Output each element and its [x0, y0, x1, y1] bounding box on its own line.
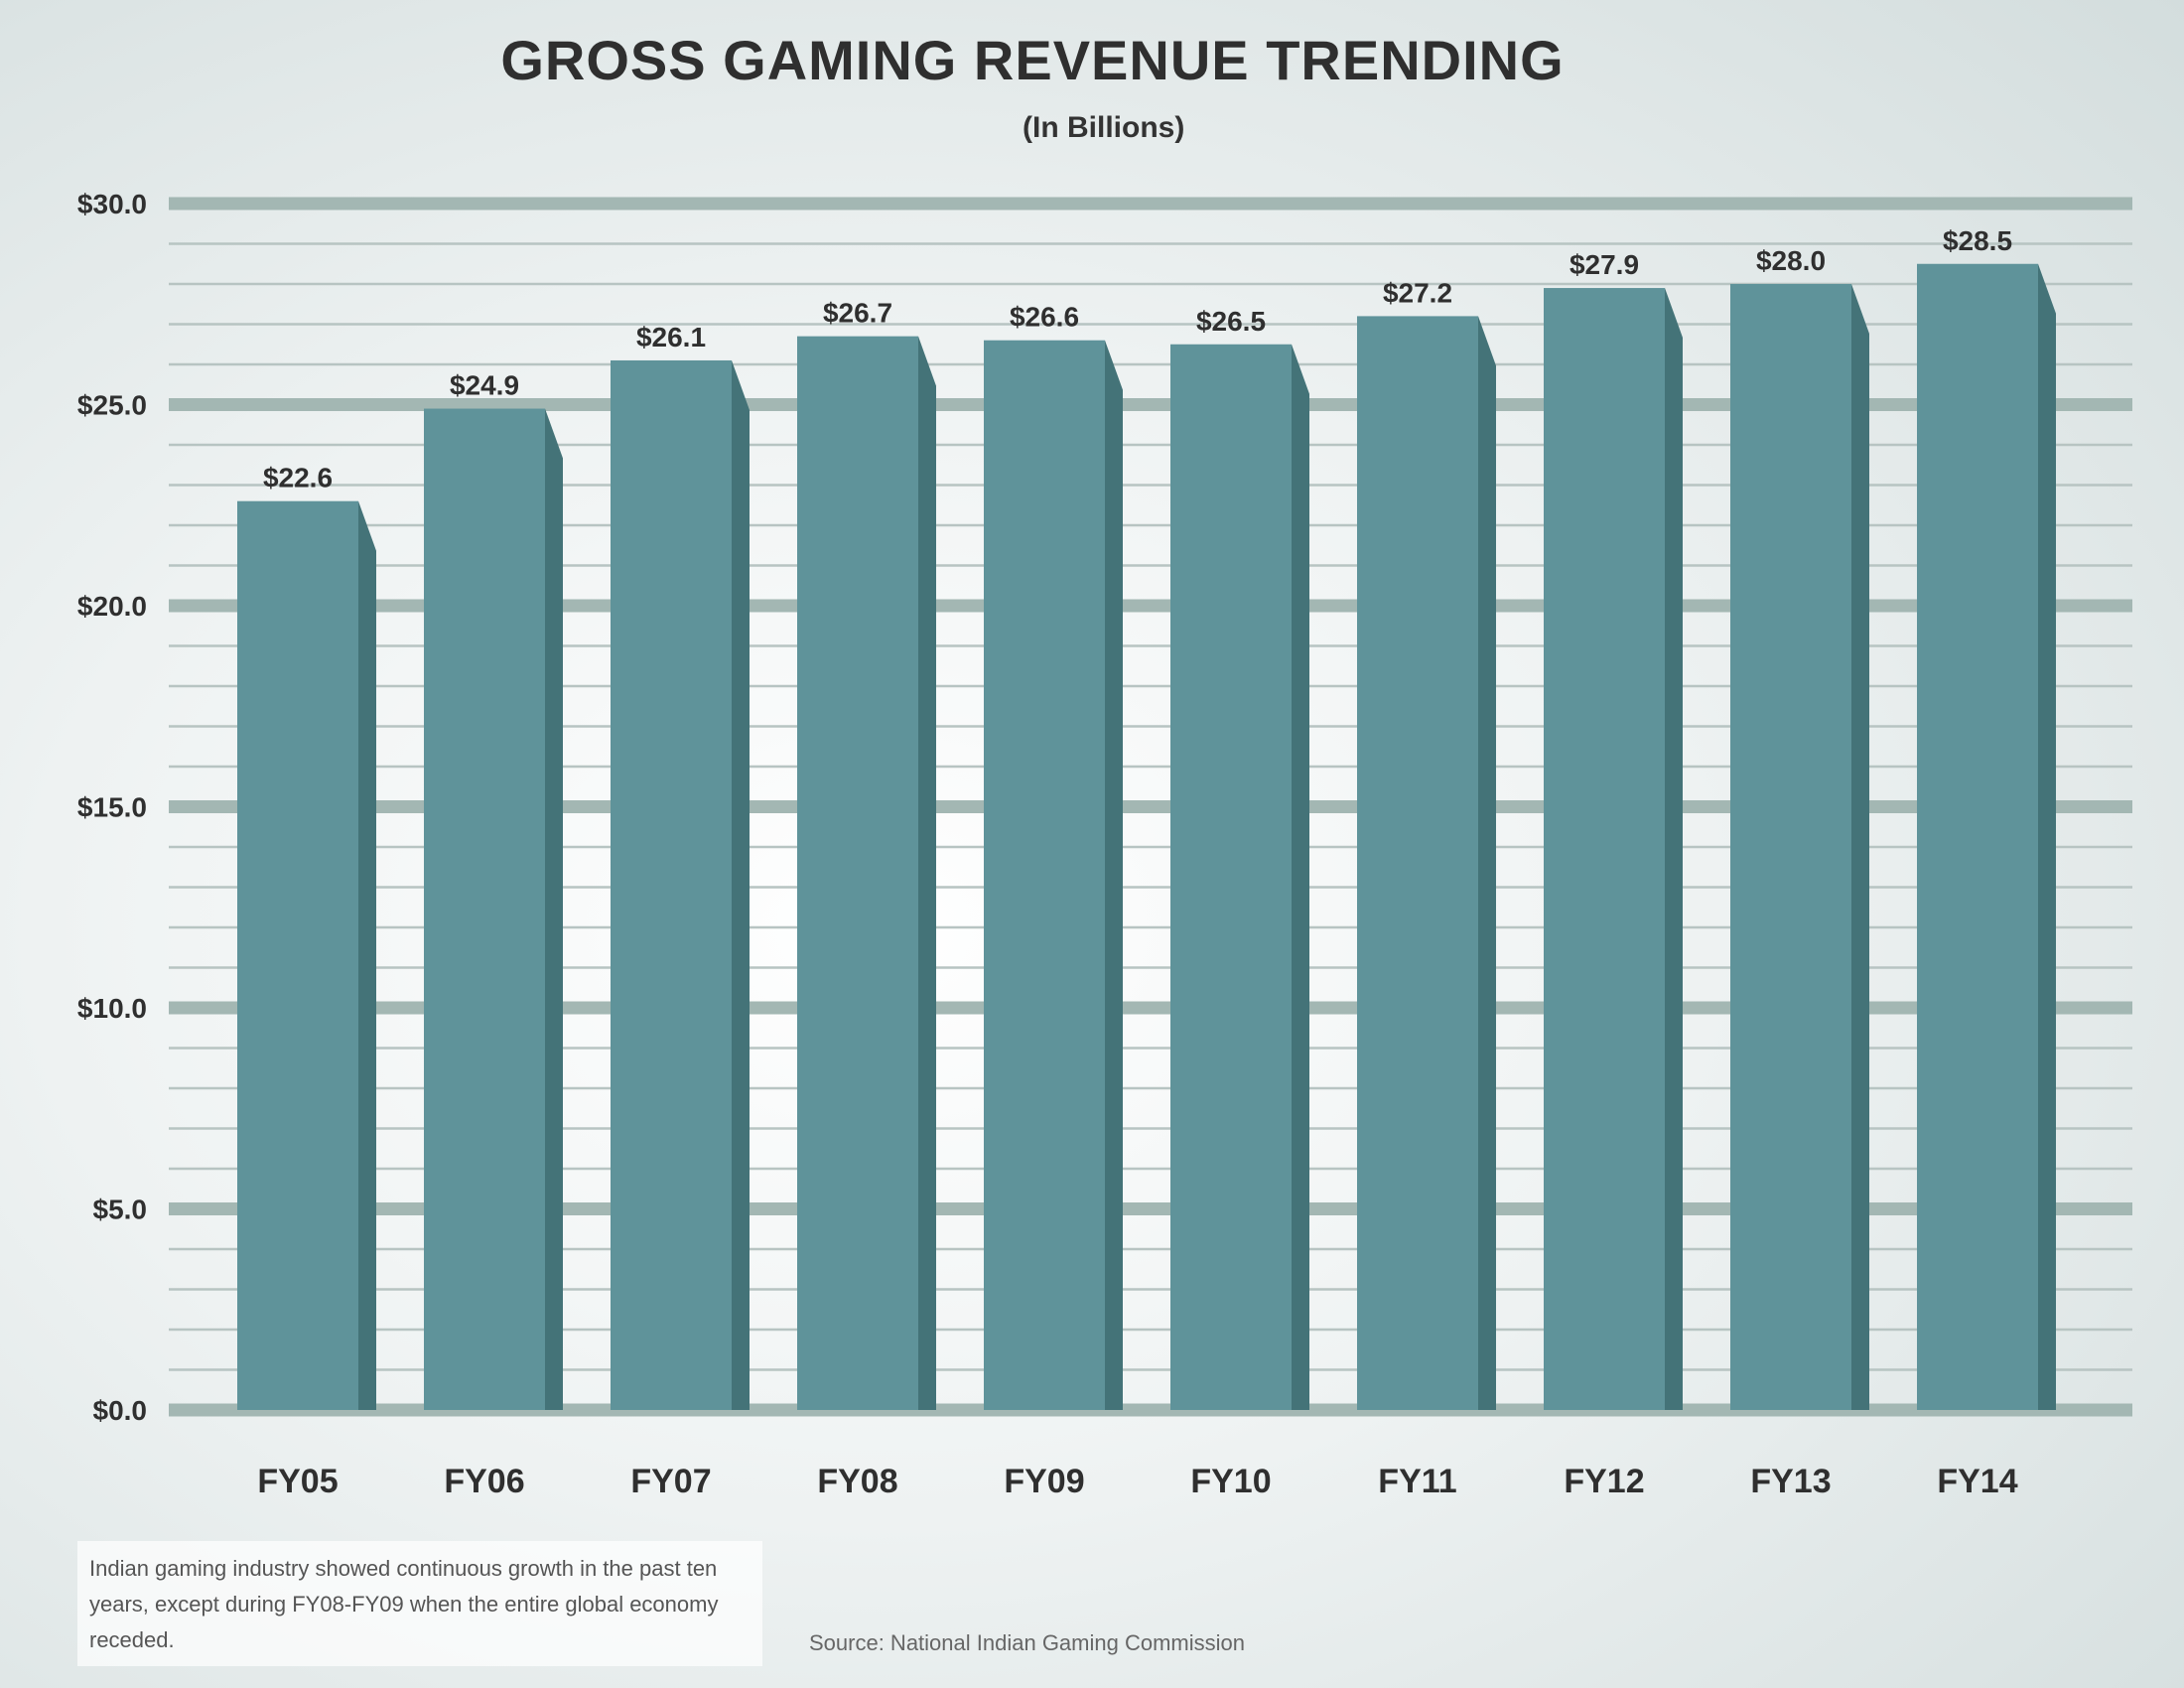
chart-subtitle: (In Billions) [1023, 111, 1185, 144]
bar [797, 336, 918, 1410]
bar [611, 359, 732, 1411]
y-tick-label: $15.0 [77, 792, 147, 823]
y-tick-label: $25.0 [77, 390, 147, 421]
x-tick-label: FY13 [1750, 1463, 1831, 1500]
bar-value-label: $28.0 [1756, 245, 1826, 276]
bar-value-label: $22.6 [263, 463, 333, 493]
bar-side [1292, 344, 1309, 1410]
bar-side [358, 500, 376, 1410]
data-labels: $22.6 $24.9 $26.1 $26.7 $26.6 $26.5 $27.2 $27.9… [263, 225, 2012, 493]
bar-side [545, 408, 563, 1410]
x-tick-label: FY07 [630, 1463, 711, 1500]
x-tick-label: FY05 [257, 1463, 338, 1500]
x-tick-label: FY08 [817, 1463, 897, 1500]
x-tick-label: FY10 [1190, 1463, 1271, 1500]
bar [1544, 288, 1665, 1410]
chart-title: GROSS GAMING REVENUE TRENDING [500, 29, 1565, 91]
bars [237, 263, 2056, 1411]
x-tick-label: FY14 [1937, 1463, 2017, 1500]
y-tick-label: $20.0 [77, 591, 147, 622]
x-tick-label: FY11 [1378, 1463, 1456, 1500]
x-tick-label: FY09 [1004, 1463, 1084, 1500]
bar-value-label: $24.9 [450, 370, 519, 401]
bar-value-label: $27.9 [1570, 249, 1639, 280]
bar-side [732, 359, 750, 1411]
bar-side [2038, 263, 2056, 1410]
bar-value-label: $26.1 [636, 322, 706, 352]
chart-source: Source: National Indian Gaming Commissio… [809, 1630, 1245, 1655]
bar-value-label: $27.2 [1383, 277, 1452, 308]
bar [1917, 263, 2038, 1410]
bar [984, 340, 1105, 1411]
chart-note: Indian gaming industry showed continuous… [77, 1541, 762, 1666]
y-tick-label: $5.0 [93, 1195, 148, 1225]
y-tick-label: $30.0 [77, 189, 147, 219]
bar-value-label: $28.5 [1943, 225, 2012, 256]
bar-value-label: $26.6 [1010, 302, 1079, 333]
x-axis-ticks: FY05 FY06 FY07 FY08 FY09 FY10 FY11 FY12 FY13 FY14 [257, 1463, 2017, 1500]
x-tick-label: FY12 [1564, 1463, 1644, 1500]
x-tick-label: FY06 [444, 1463, 524, 1500]
bar [1730, 284, 1851, 1410]
bar-side [1665, 288, 1683, 1410]
bar-side [1478, 316, 1496, 1410]
bar [237, 500, 358, 1410]
y-tick-label: $0.0 [93, 1395, 148, 1426]
bar-side [918, 336, 936, 1410]
y-tick-label: $10.0 [77, 993, 147, 1024]
bar-side [1851, 284, 1869, 1410]
bar-value-label: $26.7 [823, 298, 892, 329]
bar [424, 408, 545, 1410]
bar-value-label: $26.5 [1196, 306, 1266, 337]
bar-side [1105, 340, 1123, 1411]
bar [1357, 316, 1478, 1410]
y-axis-ticks: $0.0 $5.0 $10.0 $15.0 $20.0 $25.0 $30.0 [77, 189, 147, 1426]
bar [1170, 344, 1292, 1410]
